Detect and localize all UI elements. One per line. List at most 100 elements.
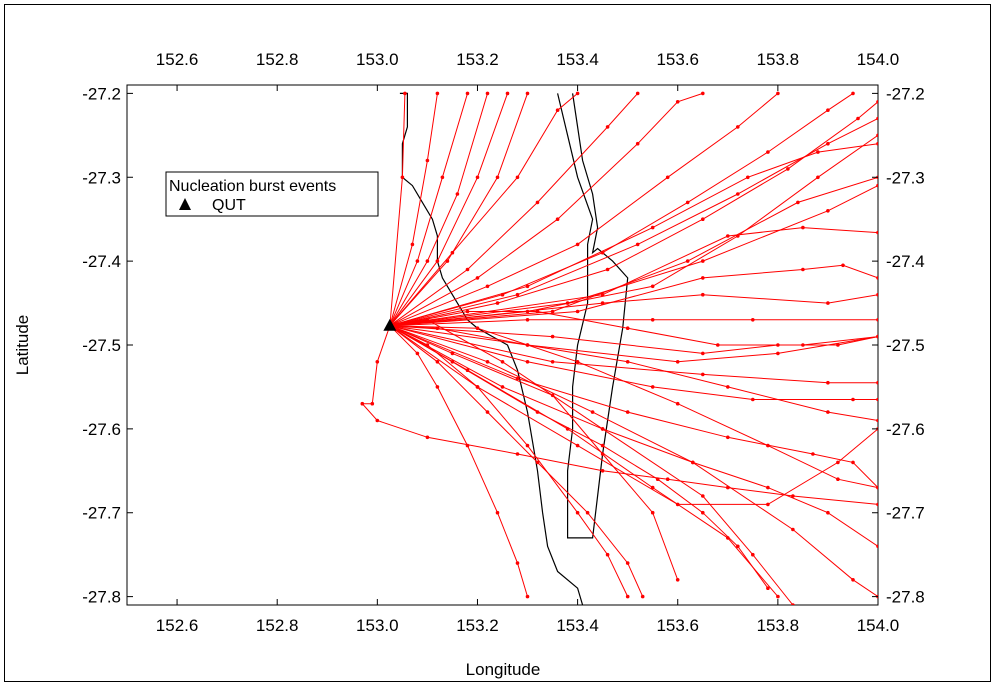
trajectory-point <box>600 427 605 431</box>
trajectory-point <box>841 263 845 268</box>
trajectory-point <box>650 385 655 389</box>
trajectory-point <box>600 452 605 456</box>
trajectory-point <box>535 309 540 314</box>
trajectory-line <box>389 143 878 327</box>
trajectory-point <box>826 510 830 515</box>
triangle-icon <box>179 198 191 210</box>
trajectory-point <box>751 552 755 557</box>
y-tick-label-right: -27.6 <box>886 420 925 439</box>
trajectory-point <box>665 175 670 180</box>
trajectory-point <box>856 116 860 121</box>
trajectory-point <box>701 217 705 221</box>
trajectory-point <box>836 343 840 347</box>
trajectory-16 <box>389 183 878 327</box>
legend: Nucleation burst events QUT <box>165 171 379 217</box>
trajectory-point <box>575 309 580 314</box>
x-axis-title: Longitude <box>466 660 541 679</box>
trajectory-20 <box>389 318 878 327</box>
trajectory-point <box>701 292 705 297</box>
trajectory-point <box>455 192 460 196</box>
trajectory-point <box>801 225 805 230</box>
trajectory-point <box>625 326 630 331</box>
trajectory-point <box>701 372 705 377</box>
y-tick-label-right: -27.8 <box>886 588 925 607</box>
y-tick-label-right: -27.7 <box>886 504 925 523</box>
trajectory-point <box>525 318 530 322</box>
trajectory-7 <box>389 91 640 327</box>
trajectory-point <box>625 561 630 565</box>
trajectory-point <box>726 234 730 238</box>
trajectory-33 <box>389 325 630 599</box>
trajectory-point <box>851 91 855 96</box>
trajectory-point <box>836 477 840 482</box>
trajectory-point <box>701 259 705 263</box>
trajectory-line <box>361 325 878 505</box>
trajectory-point <box>701 510 705 515</box>
trajectory-30 <box>389 325 770 590</box>
trajectory-point <box>826 410 830 414</box>
trajectory-point <box>575 510 580 515</box>
trajectory-point <box>851 460 855 465</box>
trajectory-point <box>876 380 878 385</box>
trajectory-point <box>525 91 530 96</box>
trajectory-line <box>389 93 438 326</box>
site-layer <box>383 318 397 331</box>
trajectory-point <box>766 485 770 490</box>
trajectory-point <box>751 318 755 322</box>
trajectory-38 <box>389 309 878 347</box>
trajectory-point <box>766 502 770 507</box>
trajectory-point <box>786 167 790 171</box>
legend-title: Nucleation burst events <box>169 178 336 195</box>
trajectory-point <box>811 452 815 456</box>
trajectory-point <box>766 443 770 448</box>
trajectory-line <box>389 325 769 589</box>
trajectory-point <box>625 360 630 364</box>
trajectory-point <box>535 460 540 465</box>
trajectory-point <box>525 443 530 448</box>
trajectory-point <box>635 141 640 146</box>
trajectory-point <box>876 276 878 280</box>
trajectory-point <box>515 292 520 297</box>
trajectory-36 <box>389 318 795 605</box>
trajectory-point <box>485 360 490 364</box>
trajectory-point <box>600 301 605 305</box>
trajectory-0 <box>389 91 407 326</box>
trajectory-point <box>550 334 555 339</box>
trajectory-line <box>389 93 508 326</box>
trajectory-35 <box>360 325 878 507</box>
trajectory-point <box>515 175 520 180</box>
trajectory-point <box>450 360 455 364</box>
trajectory-point <box>565 301 570 305</box>
trajectory-point <box>475 326 480 331</box>
trajectory-point <box>876 133 878 138</box>
trajectory-point <box>726 485 730 490</box>
trajectory-14 <box>389 141 878 327</box>
trajectory-point <box>876 544 878 549</box>
trajectory-point <box>640 594 645 599</box>
trajectory-point <box>440 175 445 180</box>
trajectory-point <box>836 460 840 465</box>
trajectory-point <box>650 510 655 515</box>
trajectory-point <box>375 360 380 364</box>
trajectory-point <box>876 141 878 146</box>
trajectory-39 <box>389 325 878 490</box>
trajectory-32 <box>389 325 645 599</box>
coastline-1 <box>557 93 629 539</box>
x-tick-label-bottom: 153.2 <box>456 616 499 635</box>
trajectory-point <box>435 259 440 263</box>
trajectory-point <box>600 443 605 448</box>
trajectory-point <box>665 477 670 482</box>
trajectory-point <box>701 351 705 356</box>
trajectory-point <box>650 485 655 490</box>
trajectory-point <box>375 418 380 423</box>
trajectory-point <box>876 100 878 104</box>
trajectory-point <box>816 175 820 180</box>
trajectory-point <box>370 401 375 406</box>
trajectory-point <box>766 150 770 154</box>
trajectory-point <box>525 284 530 289</box>
trajectory-point <box>505 91 510 96</box>
trajectory-point <box>485 284 490 289</box>
trajectory-point <box>625 594 630 599</box>
x-tick-label-top: 154.0 <box>857 50 900 69</box>
x-tick-label-bottom: 153.8 <box>757 616 800 635</box>
